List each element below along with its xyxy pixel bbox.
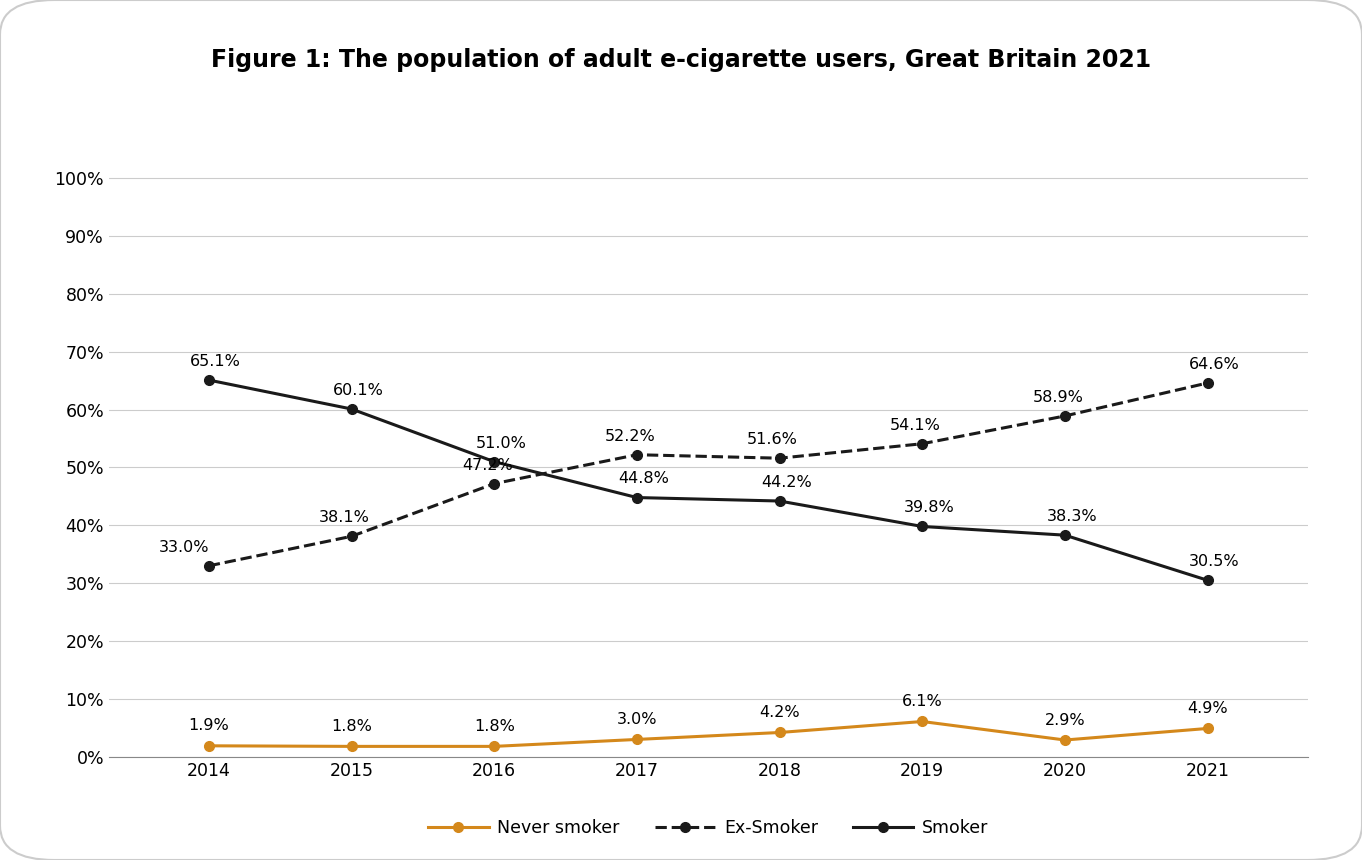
Text: 4.2%: 4.2% <box>759 705 799 720</box>
Text: 60.1%: 60.1% <box>334 383 384 398</box>
Text: 4.9%: 4.9% <box>1188 701 1229 716</box>
Text: 51.6%: 51.6% <box>748 432 798 447</box>
Text: 58.9%: 58.9% <box>1032 390 1083 405</box>
Text: Figure 1: The population of adult e-cigarette users, Great Britain 2021: Figure 1: The population of adult e-ciga… <box>211 48 1151 72</box>
Text: 6.1%: 6.1% <box>902 694 943 709</box>
Text: 33.0%: 33.0% <box>158 540 210 555</box>
Text: 64.6%: 64.6% <box>1189 357 1239 372</box>
Text: 3.0%: 3.0% <box>617 712 656 727</box>
Text: 51.0%: 51.0% <box>475 435 527 451</box>
Text: 47.2%: 47.2% <box>462 458 512 472</box>
Text: 39.8%: 39.8% <box>904 501 955 515</box>
Text: 44.2%: 44.2% <box>761 475 812 490</box>
Text: 38.3%: 38.3% <box>1046 509 1098 524</box>
Text: 65.1%: 65.1% <box>191 354 241 369</box>
Text: 1.9%: 1.9% <box>188 718 229 734</box>
Text: 54.1%: 54.1% <box>889 418 941 433</box>
Text: 1.8%: 1.8% <box>331 719 372 734</box>
Text: 52.2%: 52.2% <box>605 428 655 444</box>
Text: 2.9%: 2.9% <box>1045 713 1086 728</box>
Legend: Never smoker, Ex-Smoker, Smoker: Never smoker, Ex-Smoker, Smoker <box>421 812 996 845</box>
Text: 1.8%: 1.8% <box>474 719 515 734</box>
Text: 30.5%: 30.5% <box>1189 554 1239 569</box>
Text: 44.8%: 44.8% <box>618 471 669 487</box>
Text: 38.1%: 38.1% <box>319 510 370 525</box>
